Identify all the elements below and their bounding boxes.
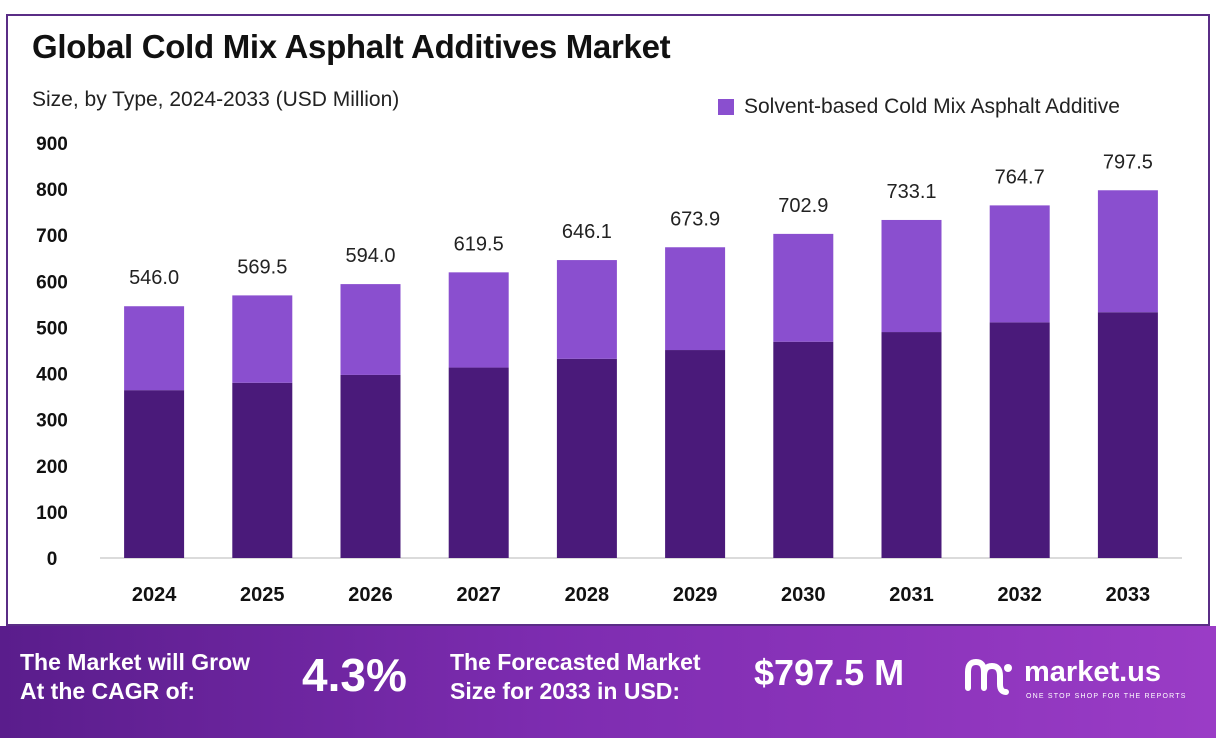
brand-logo: market.us ONE STOP SHOP FOR THE REPORTS [962, 654, 1202, 704]
chart-subtitle: Size, by Type, 2024-2033 (USD Million) [32, 88, 400, 111]
x-tick-label: 2033 [1106, 584, 1151, 606]
forecast-label-line2: Size for 2033 in USD: [450, 678, 681, 704]
bar-total-label: 594.0 [345, 245, 395, 267]
bar-segment-solvent-based [124, 306, 185, 391]
bar-total-label: 702.9 [778, 195, 828, 217]
bar-total-label: 764.7 [995, 166, 1045, 188]
x-tick-label: 2029 [673, 584, 718, 606]
x-tick-label: 2025 [240, 584, 285, 606]
bar-total-label: 733.1 [886, 181, 936, 203]
x-tick-label: 2032 [997, 584, 1042, 606]
cagr-label: The Market will Grow At the CAGR of: [20, 648, 250, 706]
bar-segment-other [232, 382, 293, 558]
bar-segment-solvent-based [340, 284, 401, 375]
bar-segment-other [773, 341, 834, 558]
cagr-label-line1: The Market will Grow [20, 649, 251, 675]
y-tick-label: 800 [36, 180, 68, 201]
bar-segment-other [989, 322, 1050, 558]
y-tick-label: 100 [36, 503, 68, 524]
bar-segment-other [124, 390, 185, 558]
y-tick-label: 400 [36, 365, 68, 386]
y-tick-label: 300 [36, 411, 68, 432]
forecast-label: The Forecasted Market Size for 2033 in U… [450, 648, 701, 706]
legend-swatch-solvent [718, 99, 734, 115]
x-tick-label: 2028 [565, 584, 610, 606]
y-tick-label: 900 [36, 134, 68, 155]
bar-segment-solvent-based [989, 205, 1050, 323]
bar-segment-solvent-based [1097, 190, 1158, 313]
bar-segment-solvent-based [773, 233, 834, 342]
y-tick-label: 700 [36, 226, 68, 247]
y-tick-label: 600 [36, 272, 68, 293]
bar-segment-other [448, 367, 509, 558]
bar-total-label: 673.9 [670, 208, 720, 230]
bar-total-label: 619.5 [454, 233, 504, 255]
x-tick-label: 2027 [456, 584, 501, 606]
y-tick-label: 200 [36, 457, 68, 478]
bar-segment-solvent-based [665, 247, 726, 351]
chart-title: Global Cold Mix Asphalt Additives Market [32, 28, 671, 65]
x-tick-label: 2026 [348, 584, 393, 606]
bar-segment-solvent-based [448, 272, 509, 368]
summary-footer: The Market will Grow At the CAGR of: 4.3… [0, 626, 1216, 738]
bar-total-label: 797.5 [1103, 151, 1153, 173]
y-tick-label: 0 [47, 549, 58, 570]
bar-segment-other [1097, 312, 1158, 558]
brand-name: market.us [1024, 656, 1162, 688]
bar-segment-other [881, 332, 942, 558]
x-tick-label: 2031 [889, 584, 934, 606]
x-tick-label: 2030 [781, 584, 826, 606]
bar-segment-other [665, 350, 726, 558]
bar-total-label: 646.1 [562, 221, 612, 243]
market-us-logo-icon [965, 658, 1012, 695]
x-tick-label: 2024 [132, 584, 177, 606]
forecast-value: $797.5 M [754, 652, 905, 693]
brand-tagline: ONE STOP SHOP FOR THE REPORTS [1026, 693, 1187, 700]
cagr-label-line2: At the CAGR of: [20, 678, 196, 704]
y-tick-label: 500 [36, 318, 68, 339]
forecast-label-line1: The Forecasted Market [450, 649, 701, 675]
bar-total-label: 569.5 [237, 256, 287, 278]
bar-segment-solvent-based [881, 219, 942, 333]
bar-segment-solvent-based [232, 295, 293, 383]
bar-segment-solvent-based [556, 260, 617, 359]
bar-chart: 0 100 200 300 400 500 600 700 800 900 546.0 2024 569… [36, 134, 1182, 606]
bar-total-label: 546.0 [129, 267, 179, 289]
bar-segment-other [340, 374, 401, 558]
cagr-value: 4.3% [302, 649, 407, 701]
legend-label-solvent: Solvent-based Cold Mix Asphalt Additive [744, 95, 1120, 118]
bar-segment-other [556, 358, 617, 558]
